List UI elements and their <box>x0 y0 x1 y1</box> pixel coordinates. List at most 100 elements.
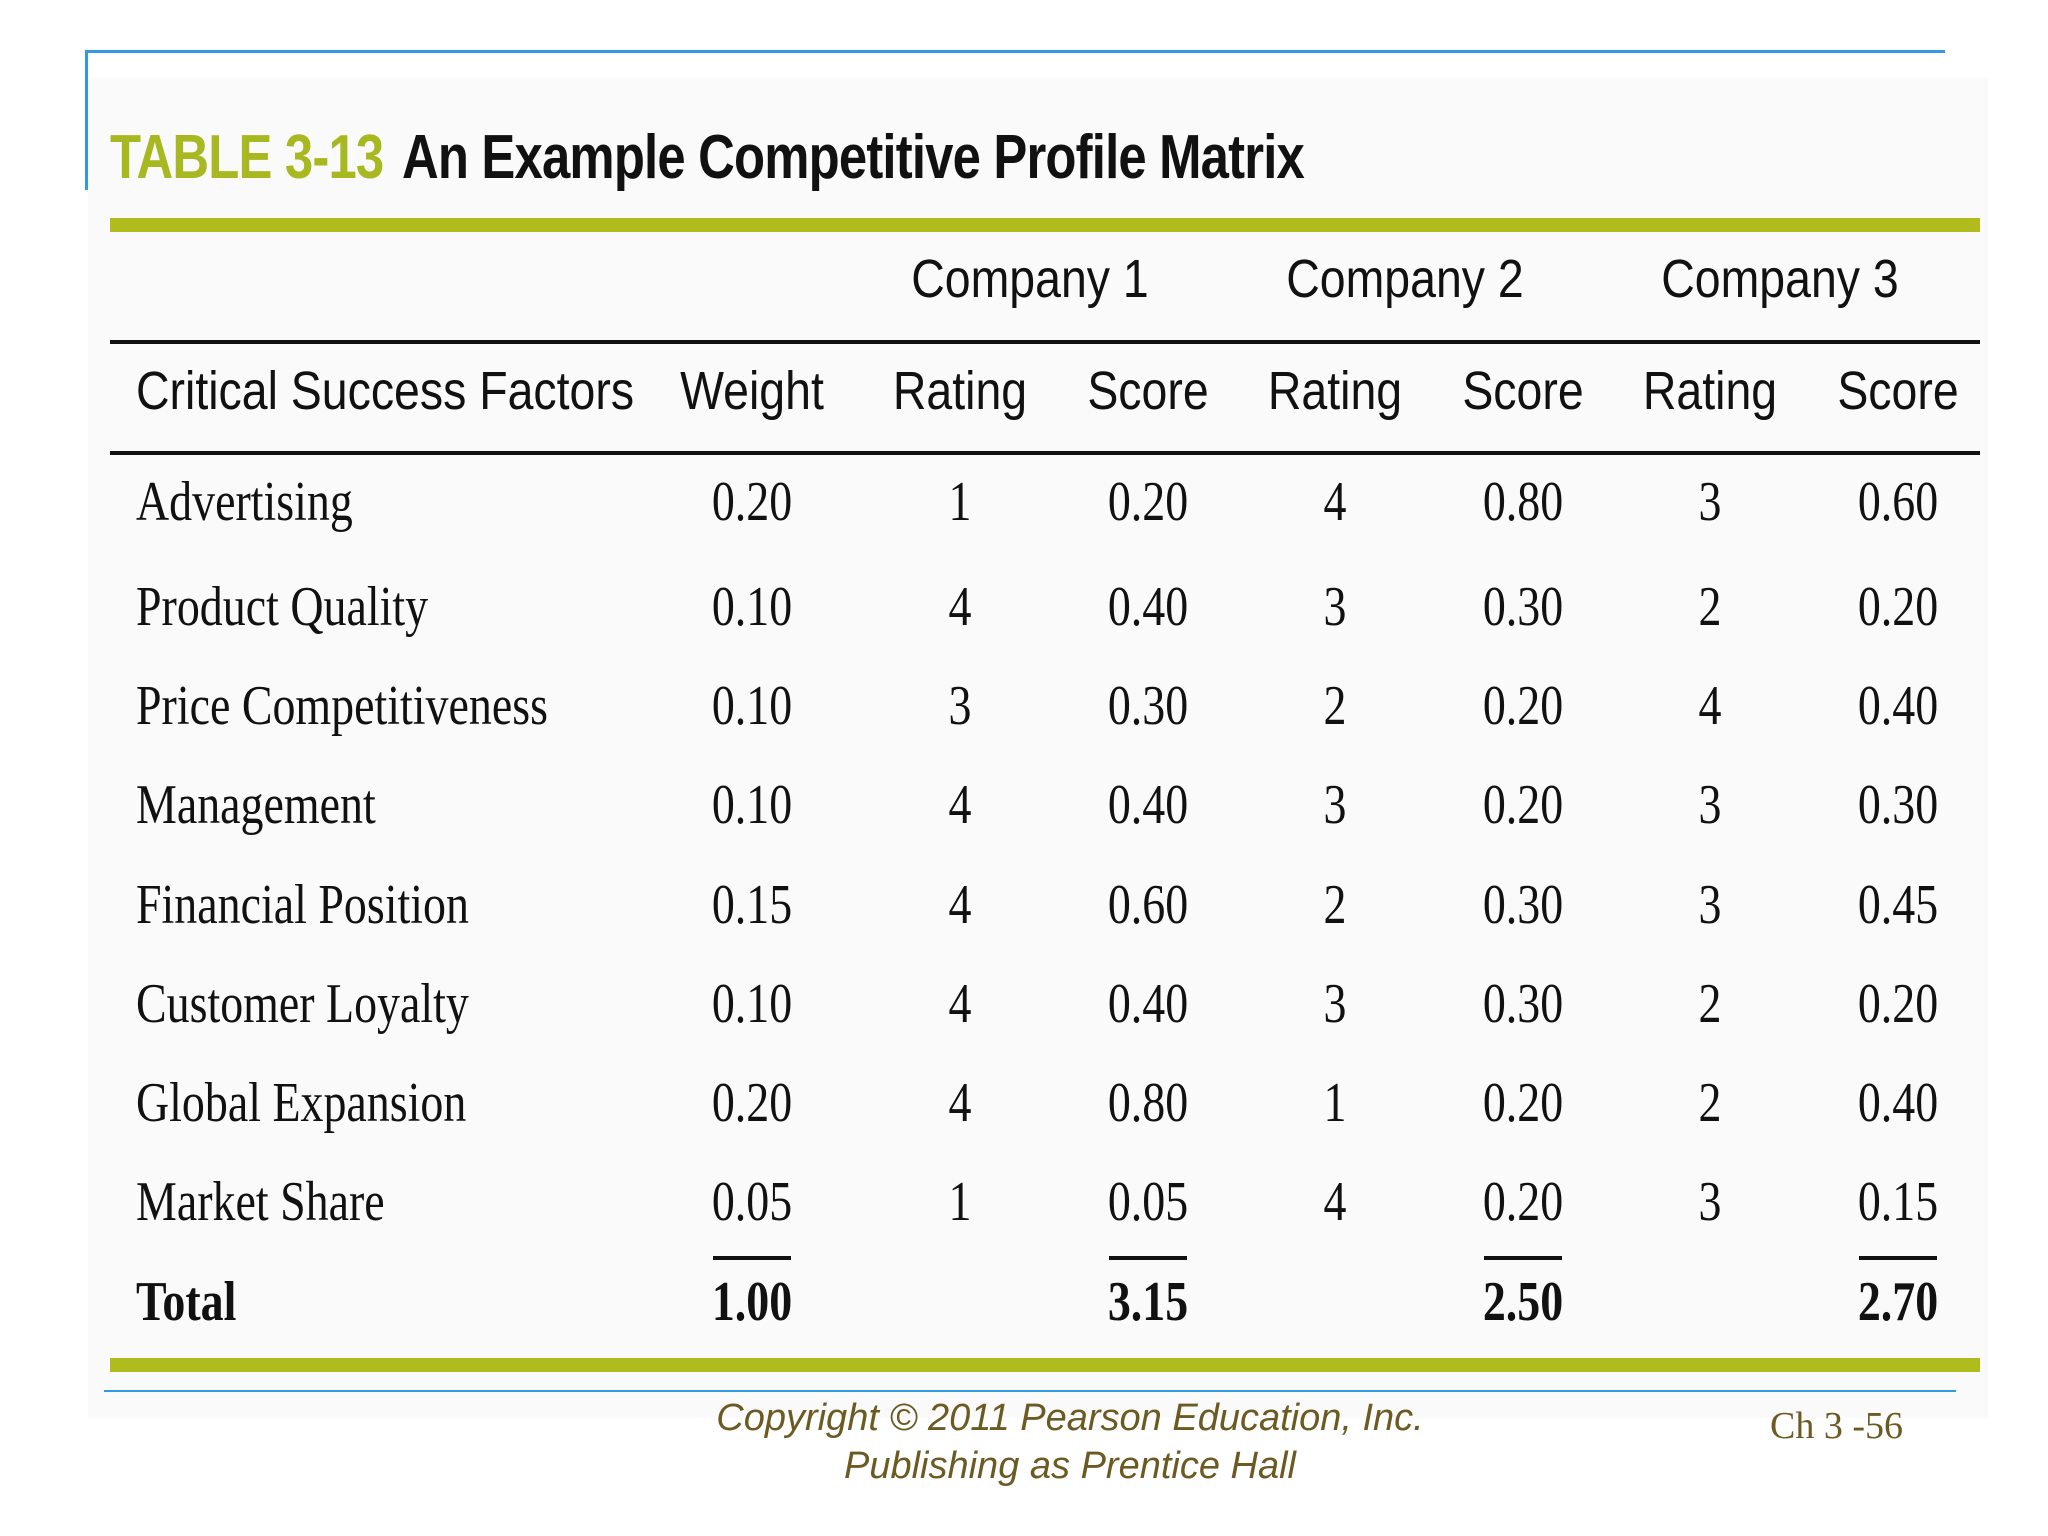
company-1-score-cell: 0.40 <box>1107 576 1189 638</box>
company-1-rating-cell: 1 <box>948 1171 972 1233</box>
copyright-notice: Copyright © 2011 Pearson Education, Inc.… <box>560 1394 1580 1490</box>
company-1-score-cell: 0.20 <box>1107 471 1189 533</box>
factor-cell: Management <box>136 774 376 836</box>
company-2-score-cell: 0.80 <box>1482 471 1564 533</box>
company-1-rating-cell: 4 <box>948 1072 972 1134</box>
company-2-score-cell: 0.30 <box>1482 576 1564 638</box>
factor-cell: Market Share <box>136 1171 385 1233</box>
company-1-rating-cell: 4 <box>948 973 972 1035</box>
company-3-rating-cell: 3 <box>1698 1171 1722 1233</box>
table-row: Advertising 0.20 1 0.20 4 0.80 3 0.60 <box>0 462 2048 542</box>
company-3-rating-cell: 3 <box>1698 471 1722 533</box>
company-1-score-cell: 0.40 <box>1107 774 1189 836</box>
company-1-total-cell: 3.15 <box>1107 1271 1189 1333</box>
company-3-score-cell: 0.45 <box>1857 874 1939 936</box>
weight-cell: 0.10 <box>711 576 793 638</box>
company-2-rating-header: Rating <box>1267 361 1403 421</box>
table-row: Financial Position 0.15 4 0.60 2 0.30 3 … <box>0 865 2048 945</box>
company-2-score-cell: 0.30 <box>1482 874 1564 936</box>
weight-total-underline <box>713 1256 791 1260</box>
company-3-score-header: Score <box>1837 361 1959 421</box>
company-2-rating-cell: 4 <box>1323 471 1347 533</box>
company-1-rating-header: Rating <box>892 361 1028 421</box>
company-1-header: Company 1 <box>911 249 1149 309</box>
company-1-rating-cell: 4 <box>948 874 972 936</box>
top-accent-bar <box>110 218 1980 232</box>
header-rule-bottom <box>110 451 1980 455</box>
factor-cell: Global Expansion <box>136 1072 467 1134</box>
company-1-score-cell: 0.60 <box>1107 874 1189 936</box>
company-2-rating-cell: 1 <box>1323 1072 1347 1134</box>
weight-cell: 0.10 <box>711 774 793 836</box>
company-2-score-cell: 0.20 <box>1482 1072 1564 1134</box>
company-2-rating-cell: 2 <box>1323 675 1347 737</box>
company-1-score-cell: 0.30 <box>1107 675 1189 737</box>
table-row: Global Expansion 0.20 4 0.80 1 0.20 2 0.… <box>0 1063 2048 1143</box>
weight-cell: 0.10 <box>711 675 793 737</box>
company-1-score-header: Score <box>1087 361 1209 421</box>
company-2-rating-cell: 4 <box>1323 1171 1347 1233</box>
company-3-rating-cell: 4 <box>1698 675 1722 737</box>
company-3-score-cell: 0.20 <box>1857 576 1939 638</box>
factor-cell: Advertising <box>136 471 353 533</box>
table-row: Customer Loyalty 0.10 4 0.40 3 0.30 2 0.… <box>0 964 2048 1044</box>
company-3-total-cell: 2.70 <box>1857 1271 1939 1333</box>
company-3-score-cell: 0.15 <box>1857 1171 1939 1233</box>
company-2-header: Company 2 <box>1286 249 1524 309</box>
table-row: Market Share 0.05 1 0.05 4 0.20 3 0.15 <box>0 1162 2048 1242</box>
factor-cell: Financial Position <box>136 874 469 936</box>
table-row: Price Competitiveness 0.10 3 0.30 2 0.20… <box>0 666 2048 746</box>
weight-cell: 0.20 <box>711 1072 793 1134</box>
company-1-rating-cell: 1 <box>948 471 972 533</box>
company-3-score-cell: 0.40 <box>1857 1072 1939 1134</box>
total-row: Total 1.00 3.15 2.50 2.70 <box>0 1262 2048 1342</box>
company-1-score-cell: 0.05 <box>1107 1171 1189 1233</box>
weight-cell: 0.15 <box>711 874 793 936</box>
weight-column-header: Weight <box>680 361 824 421</box>
total-label: Total <box>136 1271 237 1333</box>
company-2-score-cell: 0.20 <box>1482 774 1564 836</box>
footer-rule <box>104 1390 1956 1392</box>
company-2-rating-cell: 3 <box>1323 774 1347 836</box>
bottom-accent-bar <box>110 1358 1980 1372</box>
company-3-score-cell: 0.20 <box>1857 973 1939 1035</box>
company-3-rating-cell: 2 <box>1698 1072 1722 1134</box>
company-3-rating-cell: 2 <box>1698 973 1722 1035</box>
company-1-score-cell: 0.80 <box>1107 1072 1189 1134</box>
weight-total-cell: 1.00 <box>711 1271 793 1333</box>
weight-cell: 0.05 <box>711 1171 793 1233</box>
company-1-total-underline <box>1109 1256 1187 1260</box>
company-1-rating-cell: 3 <box>948 675 972 737</box>
company-3-header: Company 3 <box>1661 249 1899 309</box>
table-row: Product Quality 0.10 4 0.40 3 0.30 2 0.2… <box>0 567 2048 647</box>
company-2-rating-cell: 3 <box>1323 973 1347 1035</box>
company-2-score-cell: 0.20 <box>1482 1171 1564 1233</box>
table-title-row: TABLE 3-13 An Example Competitive Profil… <box>110 112 1502 202</box>
weight-cell: 0.10 <box>711 973 793 1035</box>
header-rule-top <box>110 340 1980 344</box>
slide-number: Ch 3 -56 <box>1770 1405 1903 1447</box>
frame-top-line <box>85 50 1945 53</box>
factor-cell: Customer Loyalty <box>136 973 469 1035</box>
factor-cell: Price Competitiveness <box>136 675 548 737</box>
weight-cell: 0.20 <box>711 471 793 533</box>
company-2-score-cell: 0.20 <box>1482 675 1564 737</box>
company-3-score-cell: 0.40 <box>1857 675 1939 737</box>
company-2-rating-cell: 2 <box>1323 874 1347 936</box>
company-3-rating-cell: 3 <box>1698 774 1722 836</box>
table-label: TABLE 3-13 <box>110 122 384 192</box>
table-title: An Example Competitive Profile Matrix <box>402 122 1305 192</box>
company-1-rating-cell: 4 <box>948 576 972 638</box>
company-1-score-cell: 0.40 <box>1107 973 1189 1035</box>
factor-cell: Product Quality <box>136 576 429 638</box>
company-3-rating-cell: 3 <box>1698 874 1722 936</box>
company-3-score-cell: 0.60 <box>1857 471 1939 533</box>
company-2-total-cell: 2.50 <box>1482 1271 1564 1333</box>
company-2-rating-cell: 3 <box>1323 576 1347 638</box>
company-3-total-underline <box>1859 1256 1937 1260</box>
company-3-rating-cell: 2 <box>1698 576 1722 638</box>
frame-left-line <box>85 50 88 190</box>
company-3-score-cell: 0.30 <box>1857 774 1939 836</box>
company-2-total-underline <box>1484 1256 1562 1260</box>
